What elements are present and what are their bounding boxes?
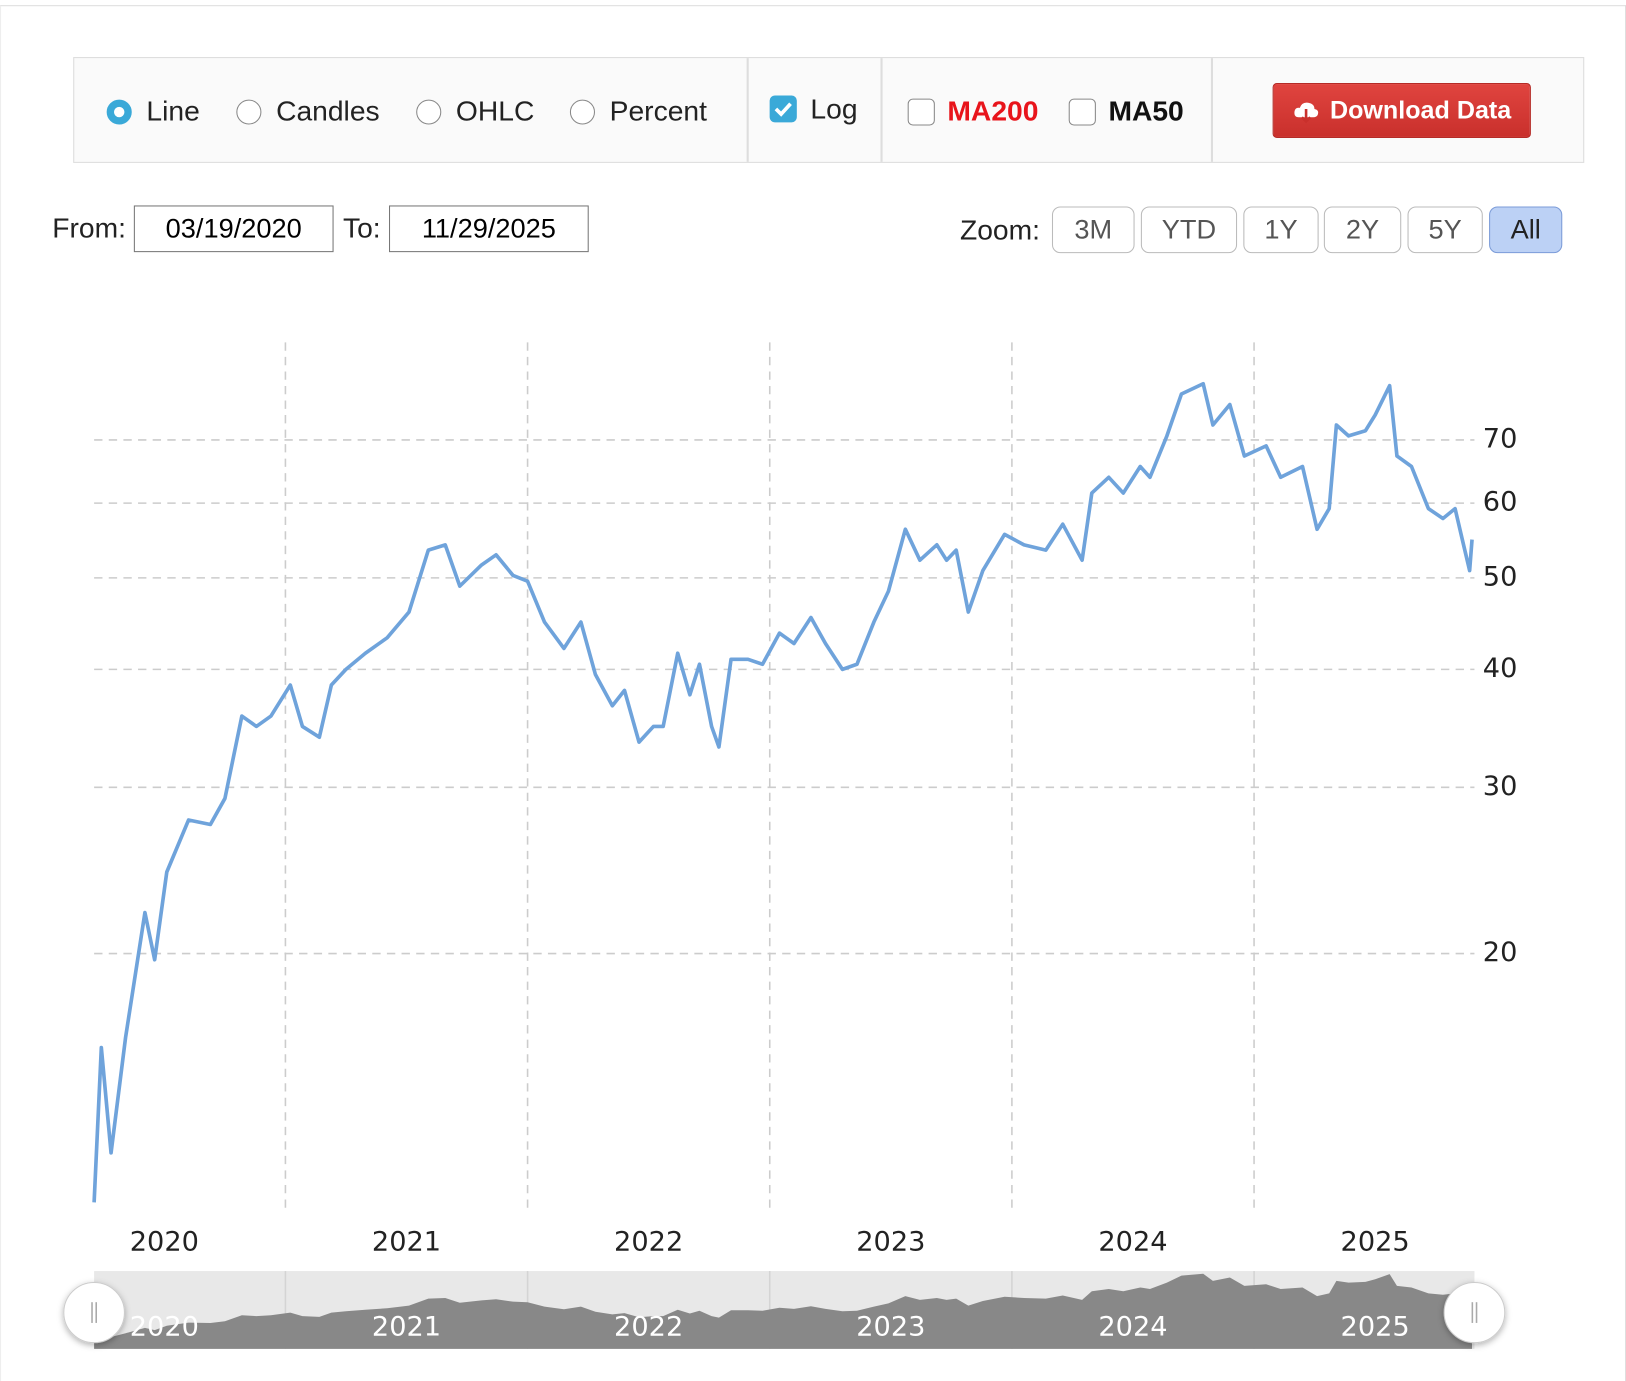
zoom-button[interactable]: 2Y [1323, 206, 1402, 254]
x-tick-label: 2025 [1341, 1227, 1410, 1258]
y-tick-label: 40 [1483, 653, 1518, 684]
checkbox-label[interactable]: Log [810, 93, 858, 125]
download-button[interactable]: Download Data [1272, 83, 1531, 139]
radio-label[interactable]: OHLC [455, 95, 535, 127]
navigator-label: 2021 [372, 1312, 441, 1343]
zoom-button[interactable]: 1Y [1243, 206, 1319, 254]
checkbox[interactable] [1068, 98, 1096, 126]
separator [880, 58, 883, 162]
y-tick-label: 30 [1483, 771, 1518, 802]
x-tick-label: 2020 [130, 1227, 199, 1258]
checkbox[interactable] [907, 98, 935, 126]
navigator-label: 2023 [856, 1312, 925, 1343]
navigator-area [94, 1273, 1473, 1349]
zoom-button[interactable]: 5Y [1407, 206, 1483, 254]
radio-selected[interactable] [106, 99, 132, 125]
y-tick-label: 70 [1483, 424, 1518, 455]
radio[interactable] [569, 99, 596, 125]
price-line [92, 381, 1474, 1203]
to-input[interactable]: 11/29/2025 [389, 205, 589, 253]
checkbox-label[interactable]: MA200 [947, 95, 1039, 127]
y-tick-label: 50 [1483, 561, 1518, 592]
navigator-handle [63, 1281, 125, 1344]
navigator-label: 2022 [614, 1312, 683, 1343]
radio-label[interactable]: Percent [609, 95, 707, 127]
x-tick-label: 2024 [1098, 1227, 1167, 1258]
separator [746, 58, 749, 162]
zoom-button-active[interactable]: All [1489, 206, 1563, 254]
from-input[interactable]: 03/19/2020 [133, 205, 334, 253]
x-tick-label: 2023 [856, 1227, 925, 1258]
from-label: From: [52, 212, 127, 244]
navigator-label: 2025 [1341, 1312, 1410, 1343]
checkbox-label[interactable]: MA50 [1108, 95, 1184, 127]
navigator-label: 2020 [130, 1312, 199, 1343]
checkbox-checked[interactable] [769, 95, 797, 123]
cloud-icon [1294, 102, 1318, 123]
navigator-handle [1443, 1281, 1506, 1344]
zoom-button[interactable]: 3M [1051, 206, 1135, 254]
to-label: To: [342, 212, 381, 244]
button-label: Download Data [1329, 95, 1512, 124]
zoom-button[interactable]: YTD [1140, 206, 1238, 254]
radio-label[interactable]: Line [146, 95, 200, 127]
radio[interactable] [236, 99, 262, 125]
radio[interactable] [416, 99, 442, 125]
separator [1210, 58, 1213, 162]
y-tick-label: 20 [1483, 937, 1518, 968]
zoom-label: Zoom: [959, 214, 1040, 246]
navigator-label: 2024 [1098, 1312, 1167, 1343]
radio-label[interactable]: Candles [276, 95, 380, 127]
check-icon [774, 102, 792, 117]
x-tick-label: 2021 [372, 1227, 441, 1258]
x-tick-label: 2022 [614, 1227, 683, 1258]
y-tick-label: 60 [1483, 487, 1518, 518]
